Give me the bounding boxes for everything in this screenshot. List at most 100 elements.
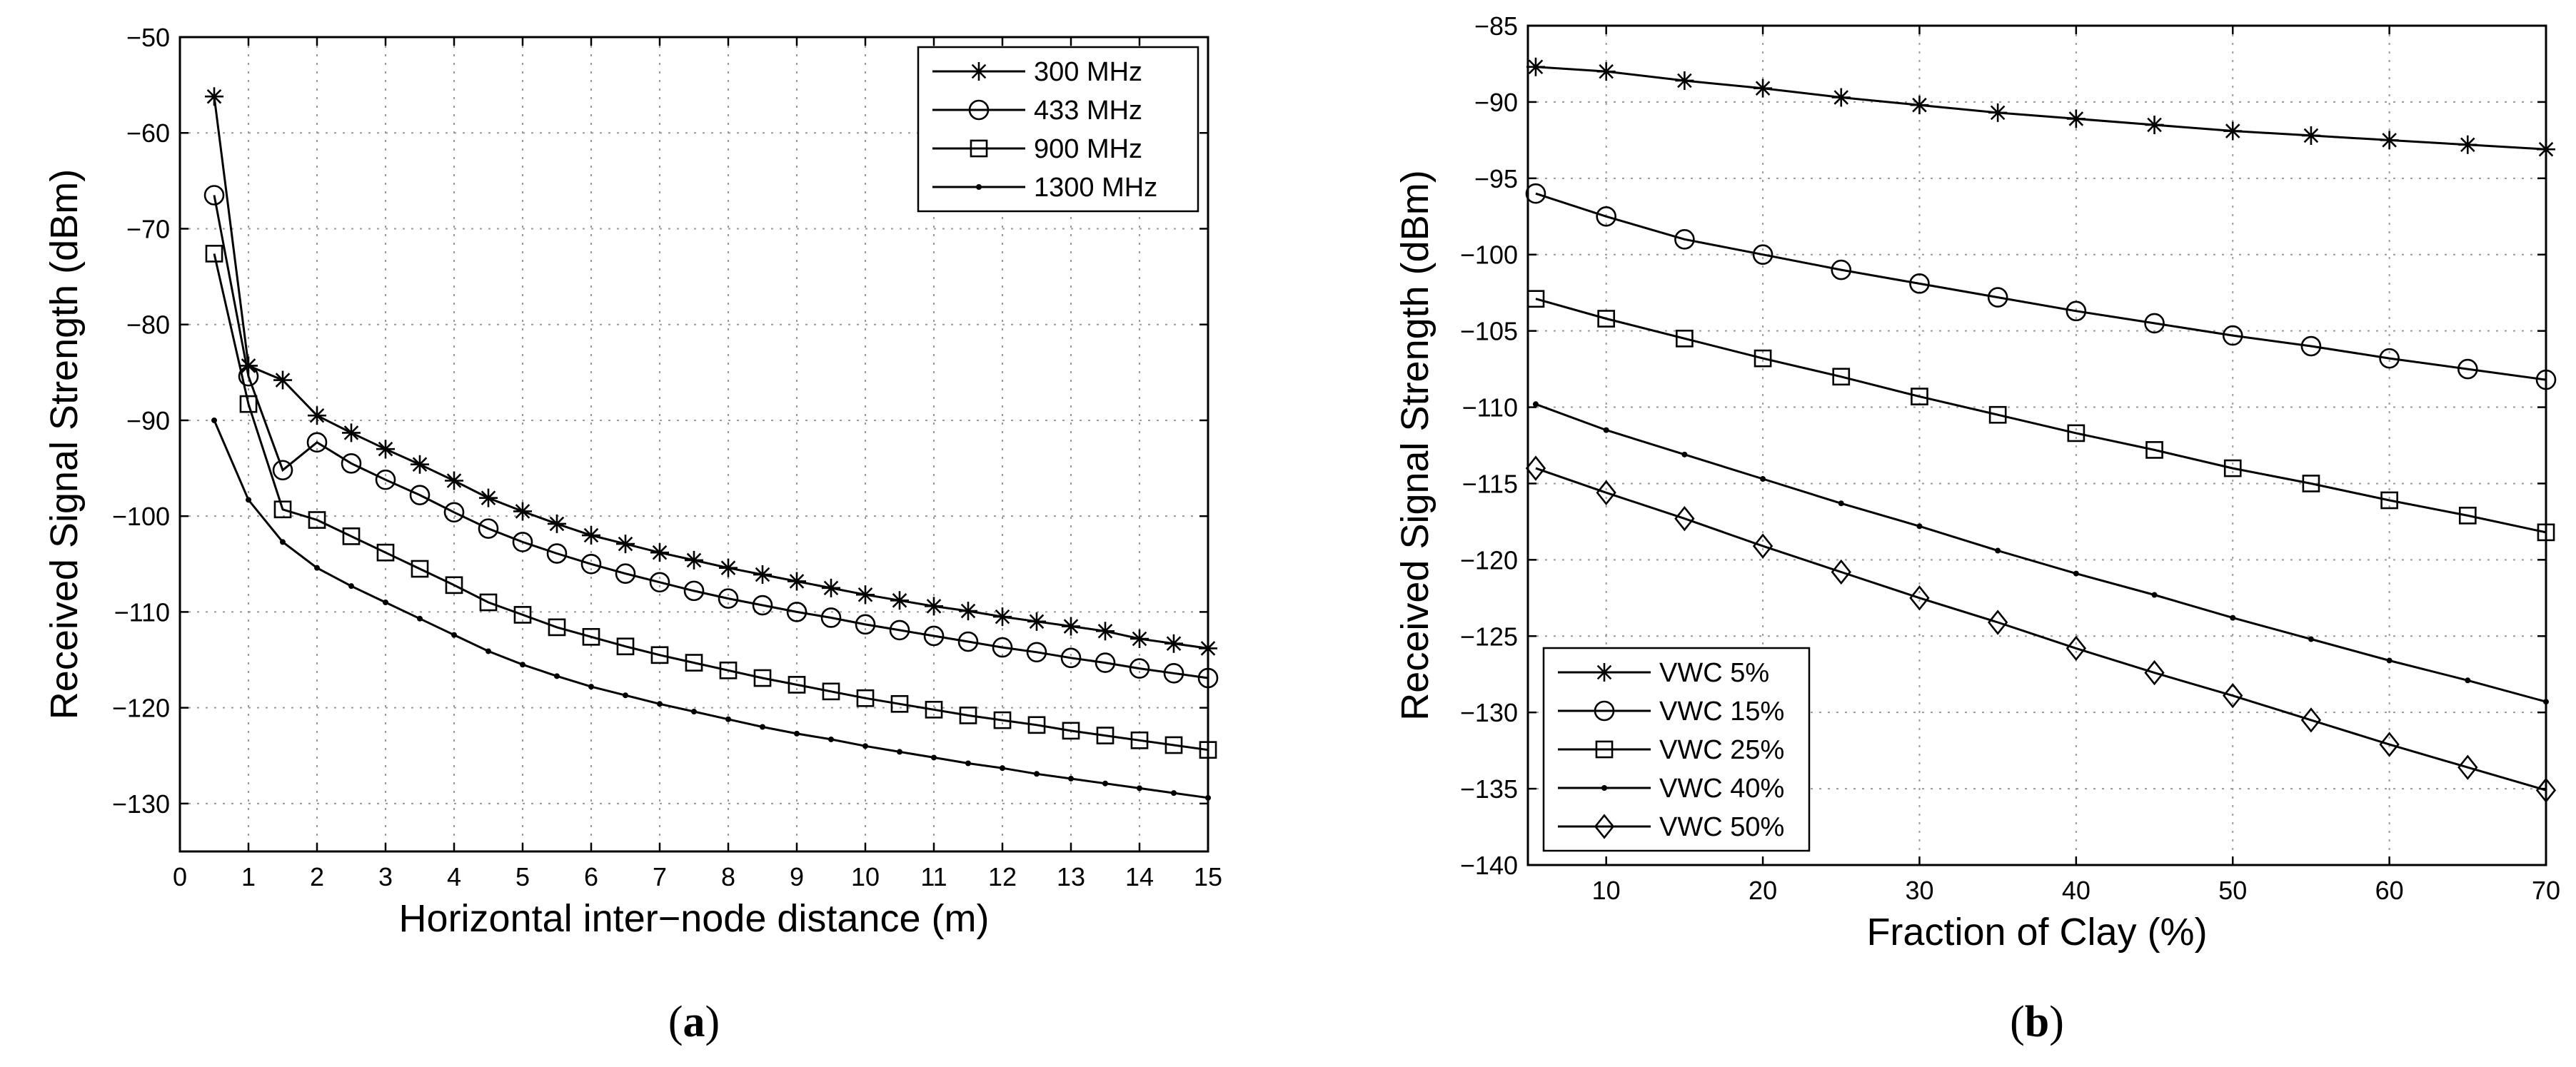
panel-a-data-point — [451, 632, 457, 638]
panel-b-data-point — [2066, 635, 2086, 662]
panel-a-series-line — [213, 253, 1209, 752]
panel-b-data-point — [2223, 682, 2243, 709]
panel-a-data-point — [1060, 647, 1082, 669]
panel-b-data-point — [1525, 183, 1546, 204]
panel-b-data-point — [2457, 358, 2478, 380]
panel-a-data-point — [485, 648, 491, 654]
panel-a-data-point — [719, 661, 738, 679]
panel-b-data-point — [1916, 523, 1923, 530]
panel-a-data-point — [306, 432, 328, 453]
panel-a-data-point — [342, 423, 361, 443]
panel-a-data-point — [314, 565, 320, 571]
panel-b-data-point — [1596, 206, 1616, 227]
panel-b-data-point — [2145, 115, 2164, 134]
panel-a-legend-swatch-marker — [970, 139, 988, 158]
panel-a-x-tick-label: 1 — [241, 862, 256, 891]
panel-a-data-point — [650, 543, 669, 562]
panel-a-x-tick-label: 7 — [653, 862, 667, 891]
panel-b-data-point — [1987, 287, 2008, 308]
panel-a-data-point — [375, 469, 396, 490]
panel-b-series-vwc-15- — [1525, 183, 2557, 390]
panel-a-data-point — [820, 607, 842, 628]
panel-b-legend-swatch-marker — [1595, 740, 1614, 759]
panel-b-series-line — [1535, 192, 2547, 381]
panel-b-data-point — [2066, 109, 2086, 128]
panel-a-data-point — [445, 471, 463, 490]
panel-a-data-point — [1096, 622, 1115, 641]
panel-b-data-point — [1674, 229, 1695, 250]
panel-b-y-tick-label: −140 — [1460, 851, 1518, 880]
panel-b-legend-label: VWC 25% — [1659, 735, 1784, 765]
panel-b-series-vwc-40- — [1532, 401, 2549, 705]
panel-b-data-point — [1909, 585, 1930, 611]
panel-b-y-tick-label: −95 — [1474, 164, 1518, 193]
panel-b-data-point — [1603, 427, 1609, 433]
panel-b-data-point — [1831, 88, 1851, 107]
panel-a-x-tick-label: 5 — [515, 862, 530, 891]
panel-a-y-tick-label: −130 — [112, 789, 170, 819]
panel-b-data-point — [2222, 325, 2243, 346]
panel-b-data-point — [1988, 405, 2007, 424]
panel-a-data-point — [239, 356, 258, 375]
panel-b-data-point — [1754, 349, 1772, 368]
panel-a-data-point — [623, 692, 628, 699]
panel-b-legend-swatch-marker — [1594, 814, 1615, 839]
panel-b-y-tick-label: −125 — [1460, 622, 1518, 651]
panel-b-x-tick-label: 60 — [2375, 876, 2404, 905]
panel-b-data-point — [2465, 677, 2471, 684]
panel-a-data-point — [752, 595, 773, 616]
panel-b-data-point — [2458, 507, 2477, 525]
panel-b-series-line — [1535, 403, 2547, 703]
panel-b-y-tick-label: −135 — [1460, 774, 1518, 804]
panel-b-x-tick-label: 40 — [2062, 876, 2091, 905]
panel-a-legend-swatch-marker — [968, 99, 990, 121]
panel-a-x-tick-label: 15 — [1194, 862, 1222, 891]
panel-a-y-tick-label: −120 — [112, 694, 170, 723]
panel-a-data-point — [1102, 780, 1108, 787]
panel-a-data-point — [513, 502, 532, 521]
panel-b-series-line — [1535, 298, 2547, 534]
panel-a-data-point — [1000, 765, 1005, 772]
panel-a-data-point — [512, 532, 533, 552]
panel-b-data-point — [1526, 57, 1545, 76]
panel-a-data-point — [657, 701, 663, 707]
panel-a-data-point — [582, 526, 600, 545]
panel-b-caption: (b) — [2010, 998, 2064, 1046]
panel-b-y-tick-label: −110 — [1462, 393, 1518, 423]
panel-b-y-tick-label: −85 — [1474, 11, 1518, 41]
panel-b-data-point — [2380, 491, 2398, 510]
panel-b-data-point — [1681, 451, 1688, 457]
panel-a-data-point — [411, 560, 429, 578]
panel-b-data-point — [1675, 71, 1694, 90]
panel-b-data-point — [1988, 610, 2008, 635]
panel-a-data-point — [546, 543, 568, 564]
panel-a-data-point — [649, 572, 670, 593]
panel-a-data-point — [280, 539, 286, 545]
panel-a-series-1300-mhz — [211, 417, 1211, 801]
panel-b-data-point — [1831, 259, 1852, 280]
panel-a-y-tick-label: −80 — [126, 310, 170, 340]
panel-b-legend-swatch-marker — [1594, 700, 1615, 722]
panel-a-x-tick-label: 4 — [447, 862, 461, 891]
panel-a-x-tick-label: 2 — [310, 862, 324, 891]
panel-a-data-point — [1171, 790, 1177, 797]
panel-b-data-point — [1995, 547, 2001, 554]
panel-a-y-axis-title: Received Signal Strength (dBm) — [43, 169, 86, 719]
panel-a-x-tick-label: 13 — [1057, 862, 1085, 891]
panel-a-data-point — [788, 572, 806, 591]
panel-a-legend-label: 300 MHz — [1034, 57, 1142, 87]
panel-a-data-point — [479, 488, 498, 507]
panel-b-y-axis-title: Received Signal Strength (dBm) — [1394, 170, 1437, 720]
panel-b-data-point — [1525, 455, 1546, 481]
panel-a-data-point — [1027, 612, 1046, 631]
panel-a-data-point — [959, 602, 977, 621]
panel-b-data-point — [2067, 424, 2086, 443]
panel-b-legend: VWC 5% VWC 15% VWC 25% VWC 40% VWC 50% — [1542, 647, 1811, 852]
panel-a-data-point — [685, 550, 703, 570]
panel-a-data-point — [1034, 771, 1040, 777]
panel-a-x-tick-label: 10 — [851, 862, 880, 891]
panel-b-legend-swatch-marker — [1601, 785, 1607, 791]
panel-a-x-tick-label: 3 — [378, 862, 393, 891]
panel-a-data-point — [923, 625, 945, 647]
panel-b-data-point — [1988, 103, 2008, 122]
